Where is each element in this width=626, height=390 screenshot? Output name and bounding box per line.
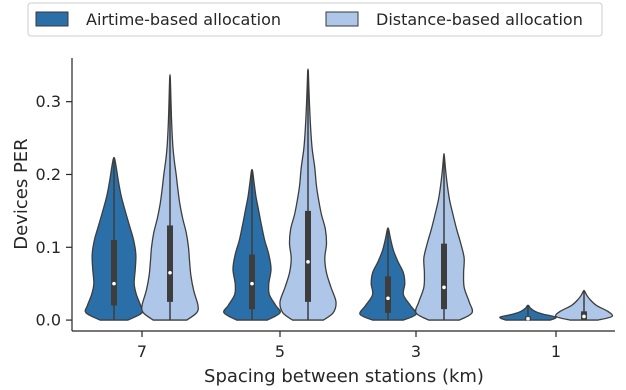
x-axis-label: Spacing between stations (km) — [204, 366, 484, 387]
violin-median — [442, 285, 446, 290]
violin-median — [582, 314, 586, 319]
legend-frame — [27, 2, 603, 37]
violin-airtime-7 — [84, 156, 144, 321]
violin-iqr-box — [441, 243, 447, 310]
legend-swatch-distance — [325, 11, 359, 27]
violin-median — [526, 316, 530, 321]
violin-iqr-box — [111, 240, 117, 306]
violin-iqr-box — [305, 210, 311, 302]
violin-distance-5 — [279, 68, 337, 321]
y-tick-label: 0.2 — [36, 165, 61, 184]
y-tick-label: 0.1 — [36, 238, 61, 257]
violin-median — [250, 281, 254, 286]
violin-airtime-5 — [223, 168, 281, 321]
y-tick-label: 0.0 — [36, 311, 61, 330]
violin-iqr-box — [167, 225, 173, 302]
legend: Airtime-based allocation Distance-based … — [27, 2, 603, 37]
violin-airtime-1 — [499, 304, 557, 321]
violin-median — [168, 270, 172, 275]
x-tick-label: 1 — [551, 342, 561, 361]
violin-median — [386, 296, 390, 301]
y-axis-label: Devices PER — [11, 138, 32, 249]
violin-distance-7 — [141, 74, 199, 321]
x-tick-label: 7 — [137, 342, 147, 361]
axes: 0.0 0.1 0.2 0.3 7 5 3 1 Spacing between statio… — [11, 58, 615, 387]
legend-label-airtime: Airtime-based allocation — [86, 10, 281, 29]
x-tick-label: 3 — [411, 342, 421, 361]
violin-distance-3 — [414, 152, 474, 321]
violin-distance-1 — [554, 289, 614, 321]
y-ticks: 0.0 0.1 0.2 0.3 — [36, 92, 72, 330]
y-tick-label: 0.3 — [36, 92, 61, 111]
violin-median — [112, 281, 116, 286]
violin-iqr-box — [249, 254, 255, 310]
legend-swatch-airtime — [35, 11, 69, 27]
violin-airtime-3 — [359, 227, 417, 321]
x-tick-label: 5 — [275, 342, 285, 361]
violin-median — [306, 260, 310, 264]
x-ticks: 7 5 3 1 — [137, 331, 561, 361]
legend-label-distance: Distance-based allocation — [376, 10, 583, 29]
violins — [84, 68, 614, 321]
violin-iqr-box — [385, 276, 391, 313]
